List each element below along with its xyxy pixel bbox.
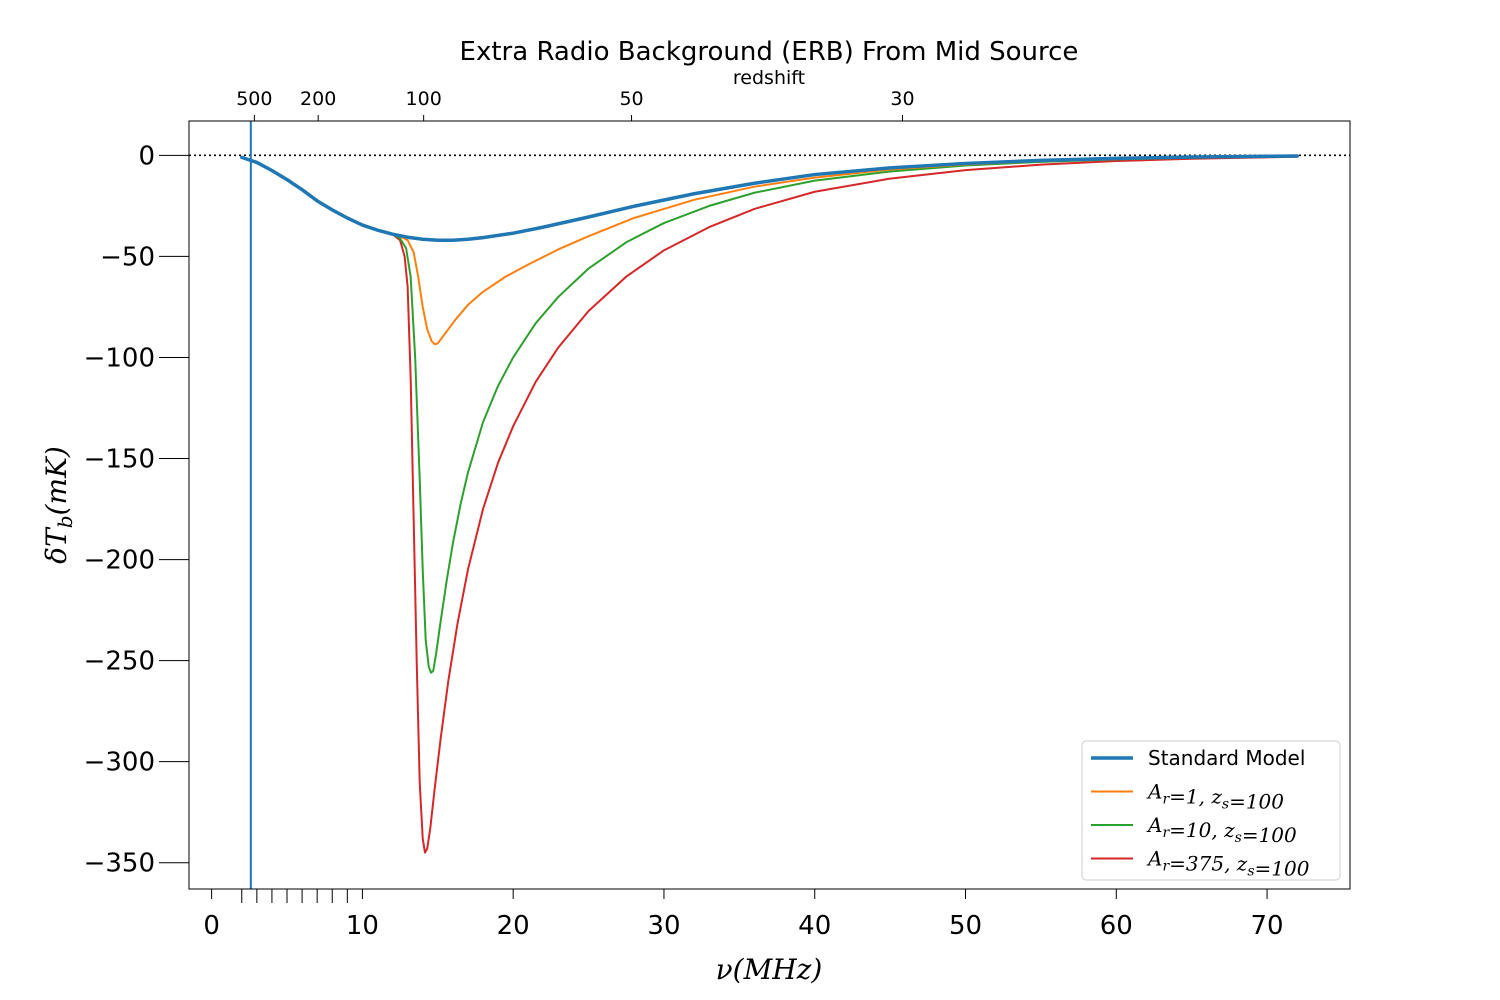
y-tick-label: −250 <box>84 647 155 677</box>
legend-text-part: =10, z <box>1169 818 1235 842</box>
legend-text-part: =375, z <box>1169 852 1248 876</box>
x-tick-label: 70 <box>1251 911 1284 941</box>
legend-text-part: =100 <box>1229 790 1284 814</box>
top-tick-label: 30 <box>890 88 914 110</box>
legend-subscript: s <box>1222 797 1229 813</box>
math-text: (mK) <box>40 446 73 515</box>
y-tick-label: −350 <box>84 849 155 879</box>
top-axis-ticks: 500 200 100 50 30 <box>236 88 915 121</box>
math-text: δT <box>40 526 73 564</box>
legend-text-part: A <box>1146 813 1162 837</box>
y-tick-label: −100 <box>84 343 155 373</box>
legend-label: Ar=1, zs=100 <box>1146 780 1284 814</box>
legend-subscript: s <box>1235 830 1242 846</box>
top-tick-label: 50 <box>619 88 643 110</box>
top-tick-label: 100 <box>406 88 442 110</box>
legend-text-part: =100 <box>1255 857 1310 881</box>
x-axis-ticks: 0 10 20 30 40 50 60 70 <box>203 889 1284 941</box>
x-tick-label: 60 <box>1100 911 1133 941</box>
legend-subscript: r <box>1162 825 1170 841</box>
y-tick-label: −300 <box>84 748 155 778</box>
y-tick-label: −150 <box>84 445 155 475</box>
x-axis-label: ν(MHz) <box>716 953 823 986</box>
y-axis-label: δTb(mK) <box>40 446 77 564</box>
chart-title: Extra Radio Background (ERB) From Mid So… <box>460 37 1079 67</box>
legend-text-part: A <box>1146 847 1162 871</box>
x-tick-label: 50 <box>949 911 982 941</box>
series-line-0 <box>240 154 1299 242</box>
x-tick-label: 40 <box>798 911 831 941</box>
x-tick-label: 0 <box>203 911 220 941</box>
legend-text-part: A <box>1146 780 1162 804</box>
legend-label: Ar=10, zs=100 <box>1146 813 1297 847</box>
legend-label: Standard Model <box>1148 746 1305 770</box>
legend-box <box>1081 740 1341 881</box>
y-tick-label: −50 <box>100 242 155 272</box>
legend-subscript: r <box>1162 859 1170 875</box>
x-tick-label: 20 <box>497 911 530 941</box>
legend-text-part: =100 <box>1242 823 1297 847</box>
plot-area <box>189 121 1350 889</box>
legend-subscript: s <box>1247 864 1254 880</box>
math-subscript: b <box>53 515 77 528</box>
legend-subscript: r <box>1162 792 1170 808</box>
x-tick-label: 10 <box>346 911 379 941</box>
y-tick-label: −200 <box>84 546 155 576</box>
legend-label: Ar=375, zs=100 <box>1146 847 1310 881</box>
series-line-2 <box>240 155 1299 674</box>
series-line-1 <box>240 155 1299 346</box>
legend-text-part: =1, z <box>1169 785 1222 809</box>
top-axis-label: redshift <box>733 67 805 89</box>
top-tick-label: 200 <box>300 88 336 110</box>
plot-frame <box>188 120 1351 890</box>
y-tick-label: 0 <box>138 141 155 171</box>
top-tick-label: 500 <box>236 88 272 110</box>
x-tick-label: 30 <box>647 911 680 941</box>
series-group <box>240 154 1299 854</box>
y-axis-ticks: 0 −50 −100 −150 −200 −250 −300 −350 <box>84 141 189 879</box>
